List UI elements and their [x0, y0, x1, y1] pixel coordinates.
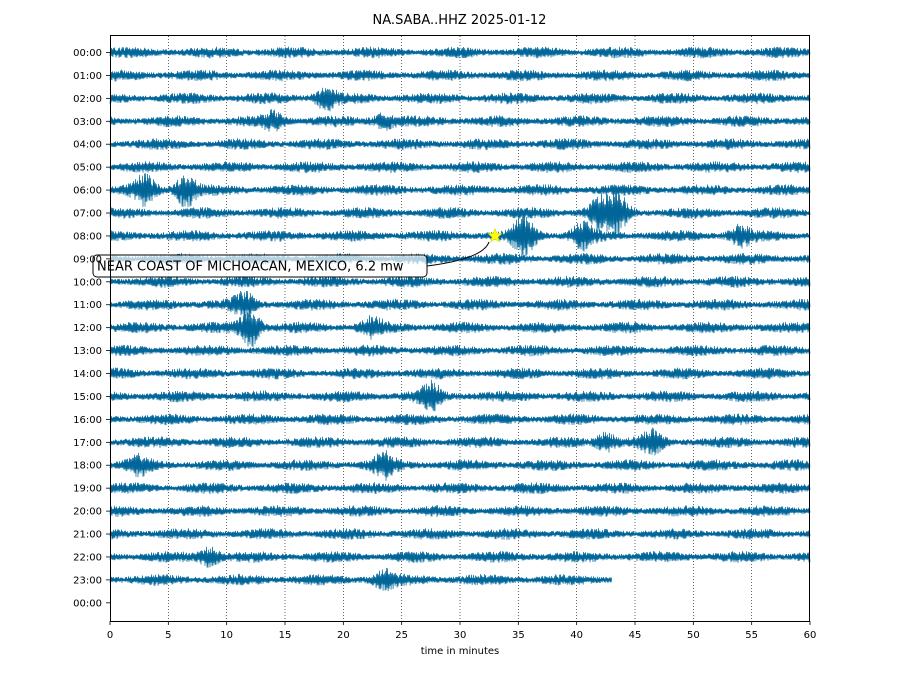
y-tick-label: 10:00 — [73, 277, 102, 288]
x-tick-label: 50 — [687, 630, 700, 641]
trace-hour-20 — [109, 505, 811, 518]
annotation-box — [92, 254, 428, 278]
trace-hour-8 — [109, 213, 811, 261]
trace-hour-15 — [109, 379, 811, 412]
trace-hour-1 — [109, 69, 811, 82]
trace-hour-16 — [109, 413, 811, 426]
y-tick-label: 08:00 — [73, 231, 102, 242]
y-tick-label: 07:00 — [73, 209, 102, 220]
x-tick-label: 35 — [512, 630, 525, 641]
y-tick-label: 01:00 — [73, 71, 102, 82]
y-tick-label: 22:00 — [73, 552, 102, 563]
y-tick-label: 05:00 — [73, 163, 102, 174]
y-tick-label: 09:00 — [73, 254, 102, 265]
chart-title: NA.SABA..HHZ 2025-01-12 — [373, 13, 547, 28]
event-annotation: NEAR COAST OF MICHOACAN, MEXICO, 6.2 mw — [92, 227, 503, 278]
y-axis-ticks: 00:00 01:00 02:00 03:00 04:00 05:00 06:00 07:00… — [73, 48, 110, 609]
y-tick-label: 06:00 — [73, 186, 102, 197]
x-tick-label: 15 — [279, 630, 292, 641]
trace-hour-7 — [109, 190, 811, 237]
x-tick-label: 45 — [629, 630, 642, 641]
y-tick-label: 11:00 — [73, 300, 102, 311]
y-tick-label: 02:00 — [73, 94, 102, 105]
x-tick-label: 5 — [165, 630, 171, 641]
y-tick-label: 18:00 — [73, 461, 102, 472]
y-tick-label: 00:00 — [73, 48, 102, 59]
event-star-marker — [487, 227, 503, 243]
x-tick-label: 20 — [337, 630, 350, 641]
x-axis-ticks: 0 5 10 15 20 25 30 35 40 45 50 55 60 — [107, 621, 817, 641]
seismic-traces — [109, 46, 811, 592]
trace-hour-12 — [109, 311, 811, 347]
y-tick-label: 00:00 — [73, 598, 102, 609]
x-tick-label: 30 — [454, 630, 467, 641]
y-tick-label: 13:00 — [73, 346, 102, 357]
y-tick-label: 16:00 — [73, 415, 102, 426]
trace-hour-23 — [109, 568, 613, 592]
trace-hour-22 — [109, 546, 811, 568]
annotation-text: NEAR COAST OF MICHOACAN, MEXICO, 6.2 mw — [97, 260, 404, 275]
trace-hour-13 — [109, 344, 811, 357]
trace-hour-11 — [109, 291, 811, 321]
y-tick-label: 04:00 — [73, 140, 102, 151]
y-tick-label: 21:00 — [73, 530, 102, 541]
trace-hour-2 — [109, 87, 811, 112]
trace-hour-4 — [109, 138, 811, 151]
trace-hour-3 — [109, 109, 811, 132]
x-tick-label: 40 — [570, 630, 583, 641]
x-tick-label: 0 — [107, 630, 113, 641]
y-tick-label: 19:00 — [73, 484, 102, 495]
trace-hour-6 — [109, 173, 811, 208]
y-tick-label: 23:00 — [73, 575, 102, 586]
trace-hour-17 — [109, 427, 811, 456]
x-tick-label: 10 — [220, 630, 233, 641]
x-tick-label: 25 — [395, 630, 408, 641]
trace-hour-14 — [109, 367, 811, 380]
trace-hour-18 — [109, 450, 811, 481]
y-tick-label: 03:00 — [73, 117, 102, 128]
x-tick-label: 55 — [745, 630, 758, 641]
y-tick-label: 17:00 — [73, 438, 102, 449]
trace-hour-5 — [109, 161, 811, 174]
trace-hour-10 — [109, 275, 811, 288]
trace-hour-21 — [109, 528, 811, 540]
y-tick-label: 15:00 — [73, 392, 102, 403]
trace-hour-0 — [109, 46, 811, 59]
x-axis-label: time in minutes — [421, 646, 500, 657]
annotation-connector — [426, 241, 490, 267]
y-tick-label: 12:00 — [73, 323, 102, 334]
y-tick-label: 14:00 — [73, 369, 102, 380]
y-tick-label: 20:00 — [73, 507, 102, 518]
x-tick-label: 60 — [804, 630, 817, 641]
trace-hour-19 — [109, 482, 811, 495]
